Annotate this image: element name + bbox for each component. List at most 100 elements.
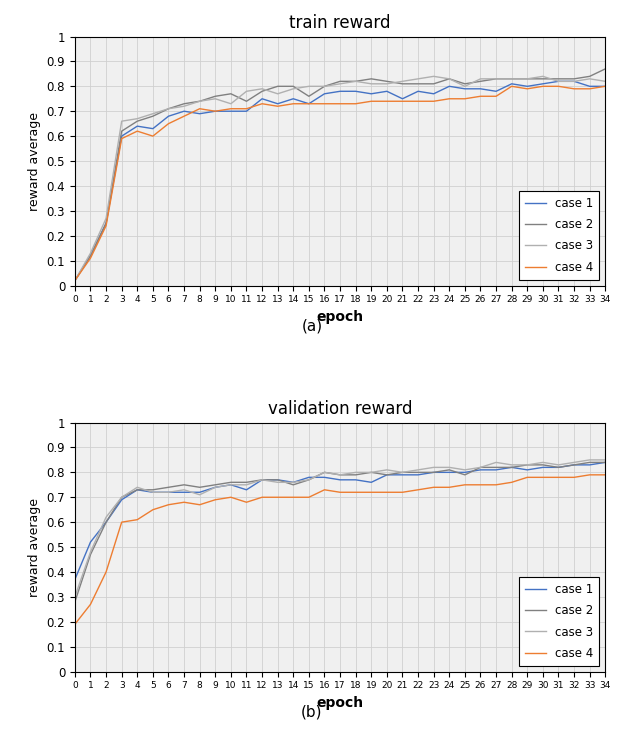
case 1 — [570, 461, 578, 469]
case 4 — [87, 254, 94, 263]
case 1 — [102, 518, 110, 526]
case 3 — [368, 468, 375, 477]
case 1 — [399, 470, 406, 479]
case 3 — [555, 461, 562, 469]
case 1 — [102, 219, 110, 228]
case 3 — [539, 72, 547, 81]
case 4 — [539, 473, 547, 482]
case 2 — [477, 463, 484, 472]
Legend: case 1, case 2, case 3, case 4: case 1, case 2, case 3, case 4 — [519, 191, 600, 280]
case 4 — [212, 496, 219, 504]
case 2 — [180, 99, 188, 108]
case 1 — [196, 110, 203, 118]
case 1 — [477, 466, 484, 474]
case 3 — [399, 77, 406, 85]
case 2 — [149, 112, 157, 120]
case 2 — [87, 251, 94, 260]
case 3 — [446, 463, 453, 472]
case 1 — [258, 475, 266, 484]
case 4 — [368, 97, 375, 106]
case 2 — [399, 80, 406, 88]
case 2 — [368, 74, 375, 83]
case 1 — [352, 475, 359, 484]
case 2 — [524, 461, 531, 469]
case 2 — [539, 74, 547, 83]
case 4 — [227, 493, 235, 502]
case 4 — [524, 473, 531, 482]
case 2 — [414, 80, 422, 88]
case 3 — [399, 468, 406, 477]
case 1 — [570, 77, 578, 85]
case 4 — [149, 131, 157, 140]
case 3 — [196, 97, 203, 106]
case 4 — [352, 99, 359, 108]
case 4 — [165, 119, 172, 128]
case 3 — [492, 458, 500, 466]
case 1 — [461, 85, 469, 93]
case 3 — [352, 77, 359, 85]
case 4 — [243, 104, 250, 113]
case 3 — [524, 461, 531, 469]
case 2 — [149, 485, 157, 494]
case 3 — [492, 74, 500, 83]
case 4 — [461, 480, 469, 489]
case 4 — [477, 480, 484, 489]
case 4 — [446, 483, 453, 492]
case 4 — [71, 276, 79, 285]
case 3 — [134, 483, 141, 492]
case 1 — [352, 87, 359, 96]
case 3 — [258, 85, 266, 93]
case 4 — [305, 99, 313, 108]
Title: validation reward: validation reward — [268, 400, 412, 418]
case 4 — [570, 85, 578, 93]
case 1 — [414, 470, 422, 479]
case 2 — [446, 74, 453, 83]
case 4 — [508, 82, 515, 91]
case 3 — [118, 493, 125, 502]
case 1 — [87, 538, 94, 547]
case 2 — [212, 92, 219, 101]
case 1 — [555, 463, 562, 472]
case 1 — [586, 461, 593, 469]
case 2 — [102, 219, 110, 228]
Y-axis label: reward average: reward average — [28, 112, 41, 210]
case 2 — [586, 72, 593, 81]
case 1 — [305, 473, 313, 482]
case 3 — [243, 87, 250, 96]
case 4 — [258, 99, 266, 108]
case 2 — [71, 597, 79, 606]
case 3 — [290, 85, 297, 93]
case 3 — [134, 115, 141, 123]
case 2 — [258, 87, 266, 96]
case 1 — [555, 77, 562, 85]
case 3 — [414, 466, 422, 474]
case 2 — [274, 475, 281, 484]
case 3 — [71, 593, 79, 602]
case 4 — [290, 99, 297, 108]
case 4 — [602, 82, 609, 91]
case 4 — [414, 97, 422, 106]
Line: case 3: case 3 — [75, 77, 605, 280]
case 3 — [524, 74, 531, 83]
case 1 — [134, 122, 141, 131]
case 3 — [258, 475, 266, 484]
case 2 — [414, 468, 422, 477]
case 4 — [165, 500, 172, 509]
case 1 — [196, 488, 203, 496]
case 4 — [383, 488, 391, 496]
case 2 — [399, 468, 406, 477]
case 4 — [212, 107, 219, 115]
case 3 — [274, 478, 281, 487]
case 3 — [290, 478, 297, 487]
case 3 — [321, 468, 328, 477]
case 1 — [134, 485, 141, 494]
case 1 — [492, 466, 500, 474]
Y-axis label: reward average: reward average — [28, 498, 41, 596]
case 4 — [321, 99, 328, 108]
case 1 — [602, 82, 609, 91]
case 3 — [430, 72, 437, 81]
Line: case 2: case 2 — [75, 462, 605, 602]
case 2 — [196, 97, 203, 106]
case 3 — [508, 461, 515, 469]
case 2 — [383, 470, 391, 479]
